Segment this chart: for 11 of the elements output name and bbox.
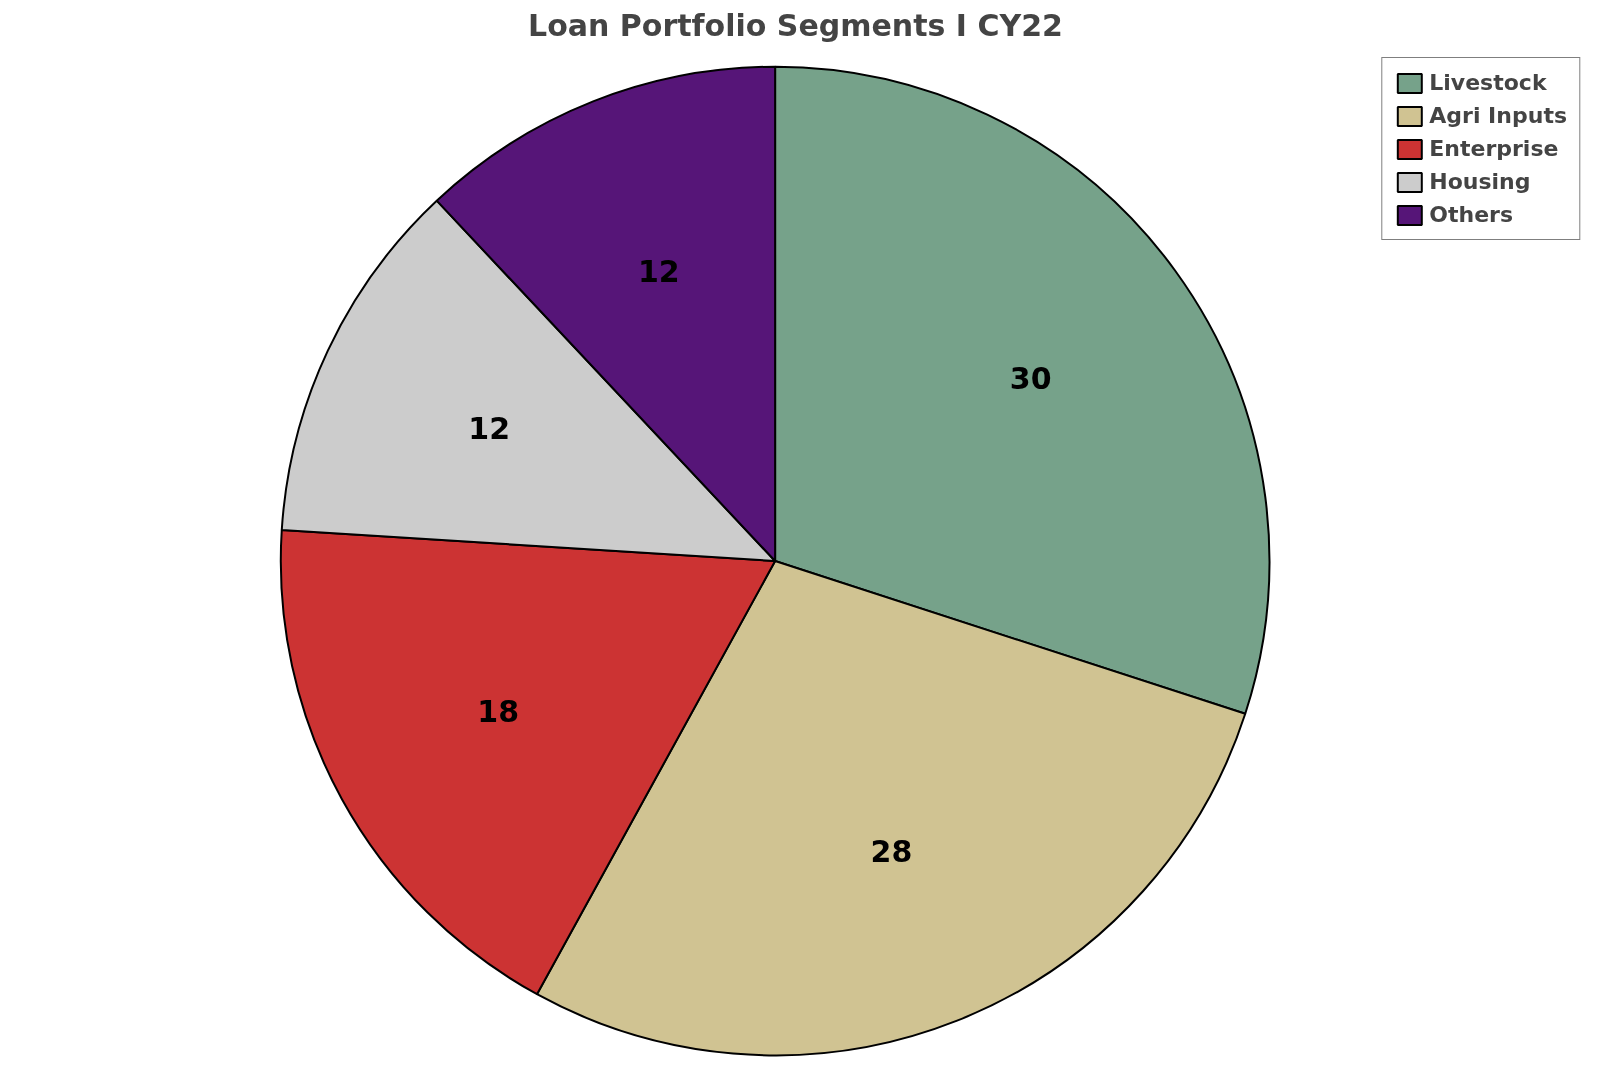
legend-label: Housing [1429, 169, 1531, 194]
chart-title: Loan Portfolio Segments I CY22 [528, 7, 1063, 43]
data-label: 12 [637, 253, 680, 289]
data-label: 30 [1009, 360, 1052, 396]
legend-label: Agri Inputs [1429, 103, 1567, 128]
legend-label: Others [1429, 202, 1514, 227]
data-label: 18 [477, 694, 520, 730]
data-label: 28 [870, 834, 913, 870]
data-label: 12 [468, 411, 511, 447]
legend-label: Livestock [1429, 70, 1547, 95]
legend-label: Enterprise [1429, 136, 1559, 161]
